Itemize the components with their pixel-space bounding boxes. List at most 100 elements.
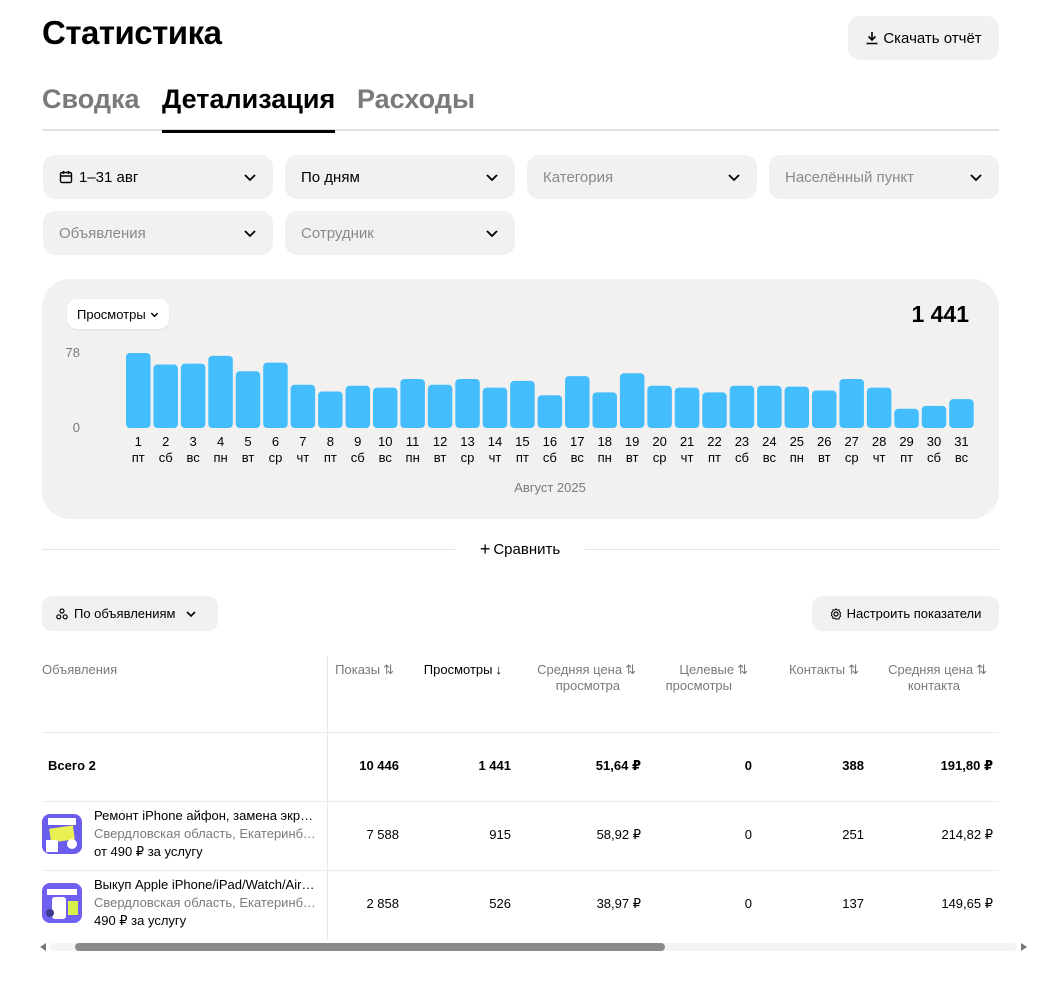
row-impressions: 2 858 (366, 896, 399, 911)
chart-bar (153, 364, 178, 428)
calendar-icon (59, 171, 73, 184)
chart-bar (180, 363, 206, 428)
table-row[interactable]: Выкуп Apple iPhone/iPad/Watch/AirPods Св… (42, 871, 327, 939)
sort-desc-icon: ↓ (495, 662, 503, 677)
x-tick-weekday-label: вт (626, 450, 639, 465)
table-row[interactable]: Ремонт iPhone айфон, замена экрана Сверд… (42, 802, 327, 870)
column-header-target-views[interactable]: Целевые ⇅ просмотры (665, 662, 748, 693)
x-tick-weekday-label: пт (516, 450, 529, 465)
x-tick-weekday-label: ср (461, 450, 475, 465)
x-axis-label: Август 2025 (514, 480, 586, 495)
tab-details[interactable]: Детализация (162, 84, 336, 133)
row-target-views: 0 (744, 896, 752, 911)
x-tick-day-label: 17 (570, 434, 584, 449)
views-bar-chart: 7801пт2сб3вс4пн5вт6ср7чт8пт9сб10вс11пн12… (66, 345, 974, 495)
tab-summary[interactable]: Сводка (42, 84, 140, 114)
tab-expenses[interactable]: Расходы (357, 84, 476, 114)
row-target-views: 0 (744, 827, 752, 842)
chart-bar (427, 384, 453, 428)
chart-bar (757, 385, 782, 428)
chart-bar (290, 384, 316, 428)
column-header-avg-contact-price[interactable]: Средняя цена ⇅ контакта (888, 662, 987, 693)
chevron-down-icon (150, 312, 158, 317)
x-tick-day-label: 24 (762, 434, 776, 449)
x-tick-weekday-label: чт (681, 450, 694, 465)
page-title: Статистика (42, 14, 222, 51)
x-tick-weekday-label: вс (955, 450, 969, 465)
x-tick-day-label: 16 (543, 434, 557, 449)
column-header-avg-view-price[interactable]: Средняя цена ⇅ просмотра (537, 662, 636, 693)
x-tick-weekday-label: пт (324, 450, 337, 465)
x-tick-day-label: 15 (515, 434, 529, 449)
category-filter[interactable]: Категория (527, 155, 757, 199)
chart-bar (729, 385, 755, 428)
compare-button[interactable]: + Сравнить (455, 538, 585, 560)
chart-bar (702, 392, 727, 428)
chevron-down-icon (244, 230, 256, 238)
x-tick-weekday-label: вс (379, 450, 393, 465)
column-header-ads: Объявления (42, 662, 118, 677)
chart-bar (455, 378, 480, 428)
x-tick-weekday-label: вт (242, 450, 255, 465)
x-tick-weekday-label: сб (543, 450, 557, 465)
ad-title: Выкуп Apple iPhone/iPad/Watch/AirPods (94, 877, 319, 892)
sort-icon: ⇅ (976, 662, 987, 677)
chevron-down-icon (728, 174, 740, 182)
x-tick-weekday-label: вт (818, 450, 831, 465)
ad-region: Свердловская область, Екатеринбург (94, 826, 319, 841)
chart-bar (592, 392, 617, 428)
x-tick-weekday-label: ср (845, 450, 859, 465)
category-filter-placeholder: Категория (543, 168, 614, 186)
row-divider (42, 801, 999, 802)
locality-filter[interactable]: Населённый пункт (769, 155, 999, 199)
x-tick-weekday-label: пт (708, 450, 721, 465)
group-by-ads-label: По объявлениям (74, 606, 176, 621)
sort-icon: ⇅ (383, 662, 394, 677)
x-tick-day-label: 18 (597, 434, 611, 449)
period-filter-value: 1–31 авг (79, 168, 139, 186)
column-header-contacts[interactable]: Контакты ⇅ (788, 662, 859, 677)
column-header-views[interactable]: Просмотры ↓ (423, 662, 503, 677)
ad-region: Свердловская область, Екатеринбург (94, 895, 319, 910)
table-horizontal-scrollbar[interactable] (40, 940, 1027, 954)
x-tick-weekday-label: пн (213, 450, 227, 465)
period-filter[interactable]: 1–31 авг (43, 155, 273, 199)
x-tick-weekday-label: пн (406, 450, 420, 465)
row-avg-contact-price: 214,82 ₽ (941, 827, 993, 842)
employee-filter[interactable]: Сотрудник (285, 211, 515, 255)
x-tick-day-label: 20 (652, 434, 666, 449)
configure-metrics-button[interactable]: Настроить показатели (812, 596, 999, 631)
x-tick-day-label: 3 (190, 434, 197, 449)
download-report-button[interactable]: Скачать отчёт (848, 16, 999, 60)
row-avg-contact-price: 149,65 ₽ (941, 896, 993, 911)
total-avg-view-price: 51,64 ₽ (595, 758, 641, 773)
x-tick-weekday-label: сб (735, 450, 749, 465)
grouping-filter-value: По дням (301, 168, 360, 186)
chevron-down-icon (486, 230, 498, 238)
column-header-impressions[interactable]: Показы ⇅ (335, 662, 394, 677)
x-tick-weekday-label: пн (790, 450, 804, 465)
x-tick-day-label: 1 (135, 434, 142, 449)
chart-bar (839, 378, 864, 428)
row-views: 915 (489, 827, 511, 842)
x-tick-weekday-label: чт (297, 450, 310, 465)
ad-title: Ремонт iPhone айфон, замена экрана (94, 808, 319, 823)
chart-bar (949, 399, 974, 428)
total-views: 1 441 (478, 758, 511, 773)
grouping-filter[interactable]: По дням (285, 155, 515, 199)
scroll-right-arrow[interactable] (1021, 943, 1027, 951)
x-tick-day-label: 11 (406, 434, 420, 449)
x-tick-day-label: 30 (927, 434, 941, 449)
group-by-ads-button[interactable]: По объявлениям (42, 596, 218, 631)
metric-select[interactable]: Просмотры (67, 299, 169, 329)
scrollbar-thumb[interactable] (75, 943, 665, 951)
x-tick-weekday-label: чт (489, 450, 502, 465)
gear-icon (830, 607, 841, 620)
ads-filter[interactable]: Объявления (43, 211, 273, 255)
total-avg-contact-price: 191,80 ₽ (940, 758, 993, 773)
x-tick-day-label: 12 (433, 434, 447, 449)
row-impressions: 7 588 (366, 827, 399, 842)
x-tick-weekday-label: сб (159, 450, 173, 465)
row-views: 526 (489, 896, 511, 911)
scroll-left-arrow[interactable] (40, 943, 46, 951)
